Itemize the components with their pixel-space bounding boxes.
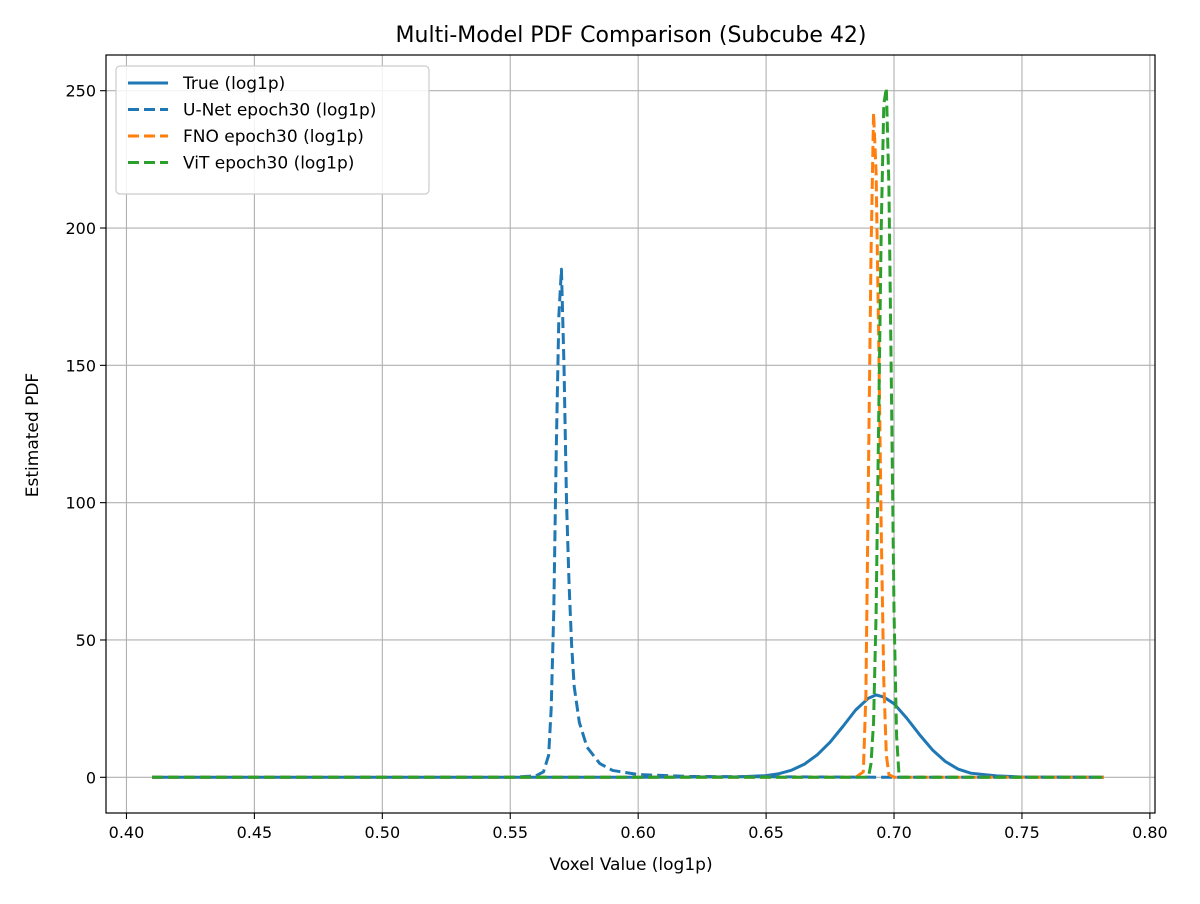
x-tick-label: 0.75	[1004, 823, 1040, 842]
x-tick-label: 0.65	[748, 823, 784, 842]
x-tick-label: 0.45	[237, 823, 273, 842]
x-axis-label: Voxel Value (log1p)	[549, 855, 712, 875]
series-line-fno	[152, 111, 1104, 779]
x-tick-label: 0.80	[1132, 823, 1168, 842]
y-tick-label: 0	[86, 768, 96, 787]
y-tick-label: 50	[76, 631, 96, 650]
x-tick-label: 0.70	[876, 823, 912, 842]
axes-frame	[105, 54, 1156, 814]
legend-box	[115, 65, 430, 195]
x-tick-label: 0.60	[620, 823, 656, 842]
series-line-true	[152, 693, 1104, 779]
series-lines	[152, 86, 1104, 779]
y-tick-label: 150	[65, 356, 96, 375]
y-tick-label: 250	[65, 82, 96, 101]
series-line-unet	[152, 267, 1104, 779]
x-tick-label: 0.55	[492, 823, 528, 842]
legend-label: True (log1p)	[182, 74, 285, 94]
ticks: 0.40 0.45 0.50 0.55 0.60 0.65 0.70 0.75 0.80 0 50 1…	[65, 82, 1167, 842]
legend-label: U-Net epoch30 (log1p)	[183, 101, 376, 121]
legend-label: ViT epoch30 (log1p)	[183, 154, 354, 174]
legend: True (log1p) U-Net epoch30 (log1p) FNO epo…	[115, 65, 430, 195]
x-tick-label: 0.40	[109, 823, 145, 842]
y-tick-label: 100	[65, 494, 96, 513]
y-axis-label: Estimated PDF	[23, 373, 43, 497]
legend-label: FNO epoch30 (log1p)	[183, 127, 364, 147]
chart-title: Multi-Model PDF Comparison (Subcube 42)	[396, 23, 867, 48]
series-line-vit	[152, 86, 1104, 779]
x-tick-label: 0.50	[365, 823, 401, 842]
y-tick-label: 200	[65, 219, 96, 238]
